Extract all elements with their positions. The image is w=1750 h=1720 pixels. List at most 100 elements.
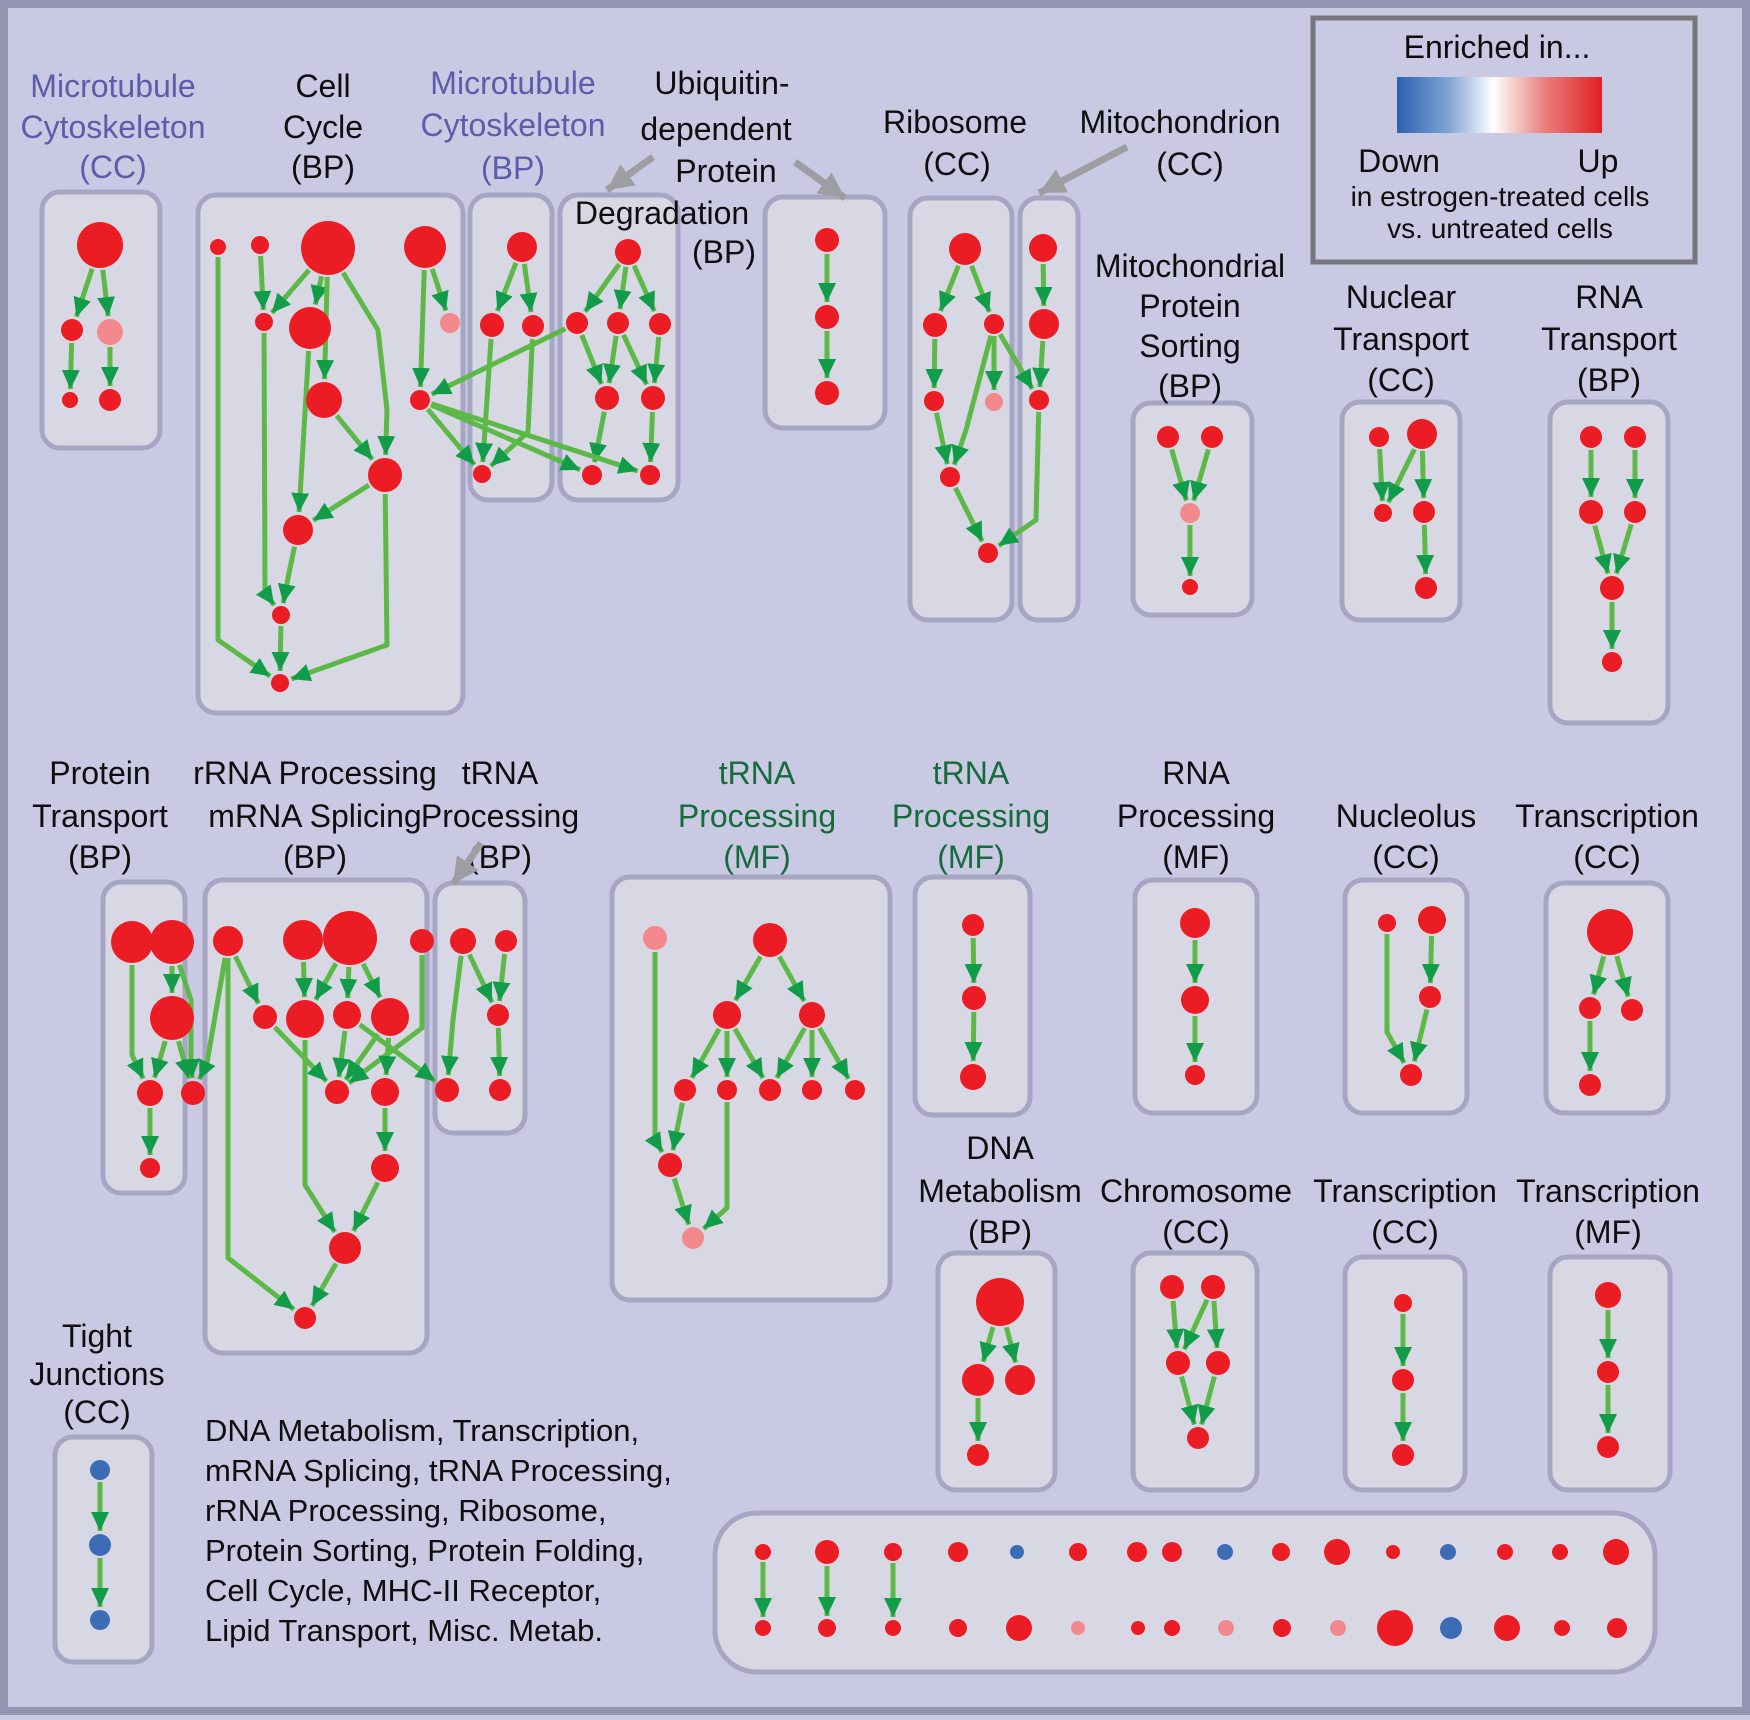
- go-term-node: [283, 515, 313, 545]
- go-term-node: [289, 307, 331, 349]
- go-edge: [671, 1177, 692, 1226]
- go-cross-edge: [425, 407, 477, 467]
- legend-gradient-bar: [1397, 77, 1602, 133]
- go-term-node: [89, 1534, 111, 1556]
- go-edge: [1206, 1300, 1225, 1349]
- go-term-node: [404, 226, 446, 268]
- go-cross-edge: [997, 333, 1035, 391]
- go-edge: [969, 264, 992, 313]
- go-term-node: [845, 1080, 865, 1100]
- go-term-node: [1185, 1065, 1205, 1085]
- go-term-node: [1127, 1542, 1147, 1562]
- go-term-node: [978, 543, 998, 563]
- cluster-label-microtubule-cytoskeleton-cc: Microtubule Cytoskeleton (CC): [21, 68, 206, 185]
- go-edge: [1416, 524, 1435, 575]
- go-term-node: [137, 1080, 163, 1106]
- go-cross-edge: [430, 326, 567, 397]
- go-edge: [774, 1026, 807, 1080]
- go-term-node: [1181, 986, 1209, 1014]
- go-edge: [817, 1026, 851, 1080]
- go-term-node: [1180, 503, 1200, 523]
- go-term-node: [1010, 1545, 1024, 1559]
- go-edge: [701, 1102, 730, 1231]
- go-term-node: [1272, 1543, 1290, 1561]
- go-term-node: [1579, 1074, 1601, 1096]
- go-term-node: [1392, 1369, 1414, 1391]
- go-term-node: [815, 1540, 839, 1564]
- go-term-node: [759, 1079, 781, 1101]
- go-term-node: [815, 228, 839, 252]
- go-term-node: [410, 390, 430, 410]
- go-term-node: [1273, 1619, 1291, 1637]
- cluster-label-ribosome-cc: Ribosome (CC): [883, 104, 1027, 182]
- go-edge: [277, 546, 297, 604]
- go-term-node: [674, 1079, 696, 1101]
- go-edge: [519, 263, 538, 313]
- cluster-box-rna-transport-bp: [1547, 399, 1671, 726]
- go-term-node: [1324, 1539, 1350, 1565]
- go-term-node: [286, 1000, 324, 1038]
- go-term-node: [1600, 576, 1624, 600]
- go-term-node: [949, 233, 981, 265]
- go-edge: [1592, 524, 1612, 575]
- go-edge: [951, 334, 994, 466]
- cluster-label-microtubule-cytoskeleton-bp: Microtubule Cytoskeleton (BP): [421, 65, 606, 186]
- go-term-node: [967, 1444, 989, 1466]
- go-term-node: [1378, 914, 1396, 932]
- legend-box: [1310, 15, 1698, 265]
- go-term-node: [1400, 1064, 1422, 1086]
- go-edge: [1384, 934, 1407, 1064]
- go-term-node: [333, 1001, 361, 1029]
- go-edge: [233, 955, 261, 1005]
- cluster-label-transcription-mf: Transcription (MF): [1516, 1173, 1700, 1250]
- go-term-node: [1602, 652, 1622, 672]
- go-term-node: [1180, 908, 1210, 938]
- go-term-node: [717, 1080, 737, 1100]
- go-cross-edge: [358, 1022, 437, 1083]
- go-term-node: [435, 1078, 459, 1102]
- go-term-node: [1394, 1294, 1412, 1312]
- go-term-node: [1160, 1275, 1184, 1299]
- go-cross-edge: [997, 411, 1042, 548]
- go-term-node: [962, 1364, 994, 1396]
- go-edge: [225, 958, 296, 1312]
- go-edge: [631, 264, 657, 313]
- cluster-label-rna-transport-bp: RNA Transport (BP): [1541, 279, 1677, 398]
- go-term-node: [90, 1610, 110, 1630]
- go-edge: [1032, 340, 1051, 388]
- go-edge: [589, 411, 607, 463]
- cluster-label-rrna-processing-mrna-splicing-bp: rRNA Processing mRNA Splicing (BP): [193, 755, 437, 875]
- go-term-node: [1413, 501, 1435, 523]
- go-term-node: [1624, 426, 1646, 448]
- go-edge: [332, 1030, 351, 1078]
- go-term-node: [960, 1064, 986, 1090]
- go-term-node: [582, 465, 602, 485]
- go-edge: [347, 955, 425, 1085]
- go-cross-edge: [197, 957, 228, 1081]
- cluster-box-mitochondrion-cc: [1017, 195, 1081, 623]
- go-term-node: [507, 232, 537, 262]
- go-term-node: [371, 1154, 399, 1182]
- go-term-node: [1029, 234, 1057, 262]
- go-edge: [925, 338, 944, 389]
- go-term-node: [450, 928, 476, 954]
- go-term-node: [495, 930, 517, 952]
- go-term-node: [272, 606, 290, 624]
- go-edge: [495, 261, 519, 312]
- go-term-node: [1071, 1621, 1085, 1635]
- go-edge: [689, 1027, 722, 1080]
- go-term-node: [489, 1079, 511, 1101]
- go-term-node: [1624, 501, 1646, 523]
- cluster-box-dna-metabolism-bp: [935, 1250, 1058, 1493]
- go-term-node: [487, 1004, 509, 1026]
- go-term-node: [306, 382, 342, 418]
- go-edge: [644, 952, 665, 1154]
- go-term-node: [1029, 390, 1049, 410]
- cluster-label-ubiquitin-dependent-protein-degradation-bp: Ubiquitin-dependent Protein Degradation (BP…: [575, 65, 792, 270]
- go-edge: [490, 1027, 509, 1077]
- go-term-node: [522, 315, 544, 337]
- go-edge: [291, 350, 312, 513]
- go-term-node: [1494, 1615, 1520, 1641]
